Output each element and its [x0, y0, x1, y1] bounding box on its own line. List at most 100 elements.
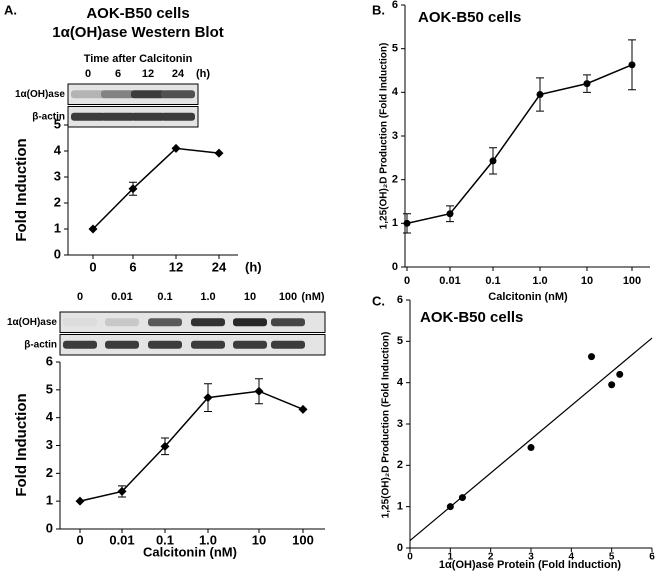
x-tick-label: 3 — [528, 552, 534, 563]
blot-lane-label: (nM) — [301, 291, 325, 303]
y-tick-label: 0 — [54, 246, 61, 261]
blot-lane-label: 6 — [115, 68, 121, 80]
panel-label: B. — [372, 2, 385, 17]
point — [583, 80, 591, 88]
y-tick-label: 5 — [46, 381, 53, 396]
blot-band — [101, 90, 135, 99]
x-axis-label: Calcitonin (nM) — [143, 544, 237, 559]
x-tick-label: 4 — [569, 552, 575, 563]
point — [616, 370, 624, 378]
blot-band — [161, 90, 195, 99]
y-tick-label: 2 — [46, 465, 53, 480]
y-tick-label: 4 — [54, 142, 62, 157]
blot-lane-label: 0.01 — [111, 291, 132, 303]
point — [403, 219, 411, 227]
blot-band — [105, 318, 139, 327]
y-tick-label: 3 — [397, 418, 403, 430]
x-tick-label: 12 — [169, 259, 183, 274]
x-tick-label: 10 — [581, 275, 593, 287]
chart-subtitle: 1α(OH)ase Western Blot — [52, 24, 223, 41]
x-tick-label: 2 — [488, 552, 494, 563]
blot-lane-label: 1.0 — [200, 291, 215, 303]
point — [254, 386, 264, 396]
y-tick-label: 2 — [392, 174, 398, 186]
y-axis-label: 1,25(OH)₂D Production (Fold Induction) — [379, 43, 390, 230]
x-tick-label: 1.0 — [199, 532, 217, 547]
x-tick-label: 1 — [448, 552, 454, 563]
y-tick-label: 2 — [397, 459, 403, 471]
x-tick-label: 0.1 — [485, 275, 500, 287]
blot-band — [71, 112, 105, 121]
point — [536, 91, 544, 99]
blot-band — [63, 318, 97, 327]
blot-band — [233, 318, 267, 327]
data-line — [79, 390, 304, 502]
point — [117, 486, 127, 496]
blot-lane-label: 0 — [85, 68, 91, 80]
blot-row-label: β-actin — [24, 339, 57, 350]
point — [446, 503, 454, 511]
blot-band — [131, 90, 165, 99]
blot-lane-label: 24 — [172, 68, 185, 80]
y-tick-label: 0 — [397, 542, 403, 554]
blot-band — [105, 340, 139, 349]
x-unit: (h) — [245, 259, 262, 274]
x-tick-label: 0 — [404, 275, 410, 287]
y-tick-label: 3 — [46, 437, 53, 452]
point — [446, 210, 454, 218]
y-tick-label: 1 — [397, 501, 403, 513]
y-tick-label: 2 — [54, 194, 61, 209]
point — [628, 61, 636, 69]
x-tick-label: 100 — [292, 532, 314, 547]
y-tick-label: 0 — [392, 261, 398, 273]
y-tick-label: 4 — [392, 86, 399, 98]
point — [489, 157, 497, 165]
x-tick-label: 6 — [129, 259, 136, 274]
x-tick-label: 6 — [649, 552, 655, 563]
x-axis-label: Calcitonin (nM) — [488, 291, 568, 303]
trendline — [409, 337, 653, 542]
chart-title: AOK-B50 cells — [418, 9, 521, 26]
x-axis-label: 1α(OH)ase Protein (Fold Induction) — [439, 559, 621, 571]
point — [298, 404, 308, 414]
blot-caption: Time after Calcitonin — [84, 53, 193, 65]
chart-title: AOK-B50 cells — [86, 5, 189, 22]
y-tick-label: 3 — [392, 130, 398, 142]
blot-band — [271, 318, 305, 327]
x-tick-label: 0.01 — [109, 532, 134, 547]
x-tick-label: 0 — [89, 259, 96, 274]
x-tick-label: 24 — [212, 259, 227, 274]
x-tick-label: 0.01 — [439, 275, 460, 287]
point — [88, 224, 98, 234]
point — [203, 393, 213, 403]
x-tick-label: 10 — [252, 532, 266, 547]
blot-row-label: 1α(OH)ase — [7, 317, 57, 328]
x-tick-label: 0 — [76, 532, 83, 547]
point — [160, 441, 170, 451]
x-tick-label: 0 — [407, 552, 413, 563]
y-tick-label: 1 — [54, 220, 61, 235]
point — [128, 184, 138, 194]
y-tick-label: 5 — [392, 43, 398, 55]
blot-lane-label: 100 — [279, 291, 297, 303]
blot-lane-label: 12 — [142, 68, 154, 80]
panel-label: C. — [372, 293, 385, 308]
blot-row-label: β-actin — [32, 111, 65, 122]
point — [75, 496, 85, 506]
blot-lane-label: 0.1 — [157, 291, 172, 303]
y-tick-label: 6 — [46, 353, 53, 368]
y-tick-label: 4 — [397, 377, 404, 389]
blot-band — [101, 112, 135, 121]
y-tick-label: 6 — [392, 0, 398, 11]
data-line — [406, 64, 633, 225]
y-tick-label: 0 — [46, 520, 53, 535]
point — [214, 148, 224, 158]
y-tick-label: 5 — [397, 335, 403, 347]
blot-band — [161, 112, 195, 121]
point — [458, 494, 466, 502]
y-tick-label: 3 — [54, 168, 61, 183]
y-tick-label: 1 — [46, 493, 53, 508]
blot-band — [63, 340, 97, 349]
blot-row-label: 1α(OH)ase — [15, 89, 65, 100]
